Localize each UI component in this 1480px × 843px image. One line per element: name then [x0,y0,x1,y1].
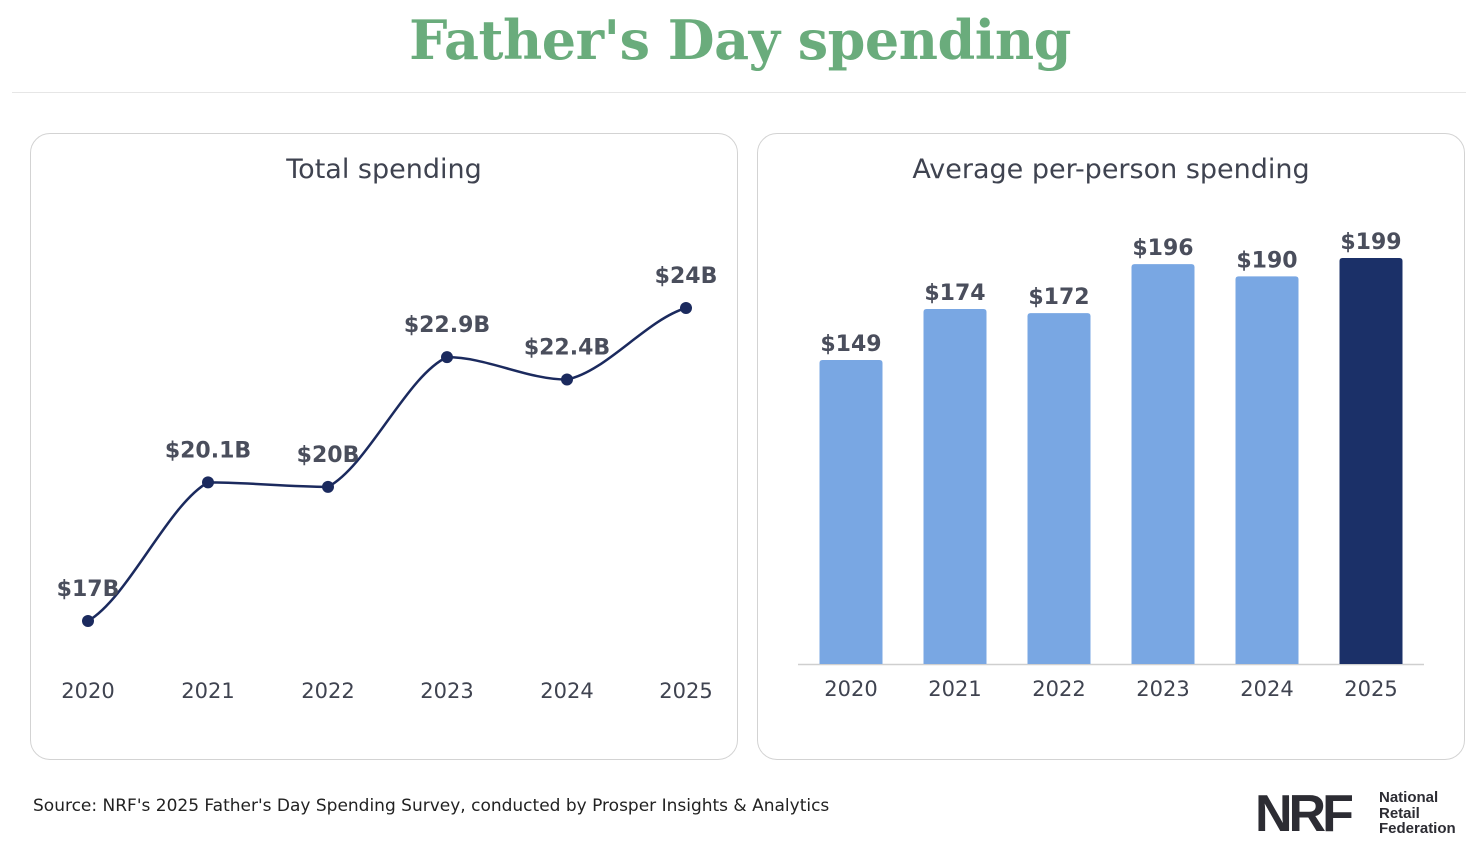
per-person-spending-value-label-2022: $172 [1028,285,1089,310]
total-spending-x-tick-2025: 2025 [659,679,712,703]
nrf-logo: NRF National Retail Federation [1255,785,1469,843]
logo-line-retail: Retail [1379,804,1420,822]
total-spending-x-tick-2021: 2021 [181,679,234,703]
per-person-spending-x-tick-2020: 2020 [824,677,877,701]
total-spending-value-label-2023: $22.9B [404,313,490,338]
per-person-spending-value-label-2025: $199 [1340,230,1401,255]
per-person-spending-bar-2025 [1339,258,1403,664]
total-spending-point-2022 [322,480,334,493]
total-spending-x-tick-2022: 2022 [301,679,354,703]
total-spending-value-label-2024: $22.4B [524,336,610,361]
per-person-spending-value-label-2024: $190 [1236,248,1297,273]
total-spending-value-label-2021: $20.1B [165,438,251,463]
per-person-spending-value-label-2021: $174 [924,281,985,306]
logo-line-federation: Federation [1379,820,1456,837]
source-note: Source: NRF's 2025 Father's Day Spending… [33,796,830,816]
total-spending-point-2025 [680,302,692,314]
per-person-spending-x-tick-2021: 2021 [928,677,981,701]
per-person-spending-panel: Average per-person spending $149 2020 $174… [757,133,1465,760]
per-person-spending-bar-2024 [1235,276,1299,664]
per-person-spending-x-tick-2025: 2025 [1344,677,1397,701]
logo-line-national: National [1379,789,1439,806]
nrf-logo-wordmark: National Retail Federation [1379,790,1456,837]
total-spending-series-line [87,306,687,623]
total-spending-x-tick-2023: 2023 [420,679,473,703]
per-person-spending-bar-2021 [923,309,987,664]
per-person-spending-bar-2022 [1027,313,1091,664]
total-spending-x-tick-2020: 2020 [61,679,114,703]
per-person-spending-x-tick-2023: 2023 [1136,677,1189,701]
total-spending-panel: Total spending $17B 2020 $20.1B 2021 $20B 202… [30,133,738,760]
total-spending-value-label-2025: $24B [655,264,718,289]
per-person-spending-bar-2023 [1131,264,1195,664]
total-spending-point-2020 [82,615,94,627]
page-title: Father's Day spending [409,8,1071,72]
total-spending-line-chart: $17B 2020 $20.1B 2021 $20B 2022 $22.9B 2023 $22.… [57,264,718,703]
total-spending-x-tick-2024: 2024 [540,679,593,703]
total-spending-value-label-2022: $20B [297,443,360,468]
per-person-spending-value-label-2023: $196 [1132,236,1193,261]
total-spending-point-2021 [202,476,214,489]
per-person-spending-x-tick-2024: 2024 [1240,677,1293,701]
total-spending-title: Total spending [286,154,482,185]
per-person-spending-title: Average per-person spending [912,154,1310,185]
per-person-spending-x-tick-2022: 2022 [1032,677,1085,701]
total-spending-point-2023 [441,351,453,364]
total-spending-value-label-2020: $17B [57,577,120,602]
per-person-spending-bar-2020 [819,360,883,664]
per-person-spending-value-label-2020: $149 [820,332,881,357]
nrf-logo-mark: NRF [1255,785,1354,843]
total-spending-point-2024 [561,373,573,386]
title-divider [12,92,1466,93]
per-person-spending-bar-chart: $149 2020 $174 2021 $172 2022 $196 2023 $190 2024… [798,230,1424,701]
